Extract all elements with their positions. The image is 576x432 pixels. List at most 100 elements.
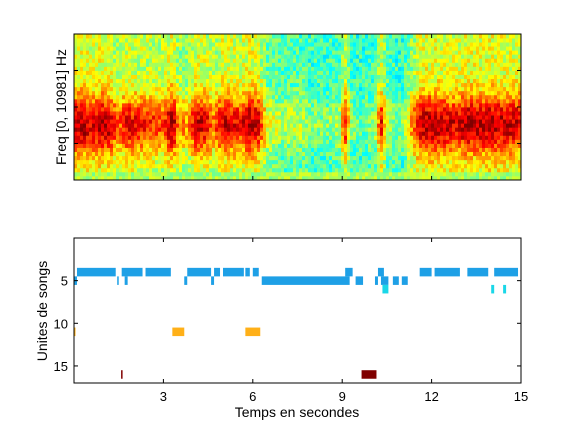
spectrogram-cell bbox=[146, 144, 149, 148]
spectrogram-cell bbox=[458, 75, 461, 79]
spectrogram-cell bbox=[110, 34, 113, 38]
spectrogram-cell bbox=[257, 131, 260, 135]
spectrogram-cell bbox=[158, 71, 161, 75]
spectrogram-cell bbox=[206, 111, 209, 115]
spectrogram-cell bbox=[95, 115, 98, 119]
spectrogram-cell bbox=[134, 99, 137, 103]
spectrogram-cell bbox=[158, 131, 161, 135]
spectrogram-cell bbox=[164, 99, 167, 103]
spectrogram-cell bbox=[203, 71, 206, 75]
spectrogram-cell bbox=[239, 115, 242, 119]
spectrogram-cell bbox=[230, 34, 233, 38]
spectrogram-cell bbox=[173, 71, 176, 75]
spectrogram-cell bbox=[362, 152, 365, 156]
spectrogram-cell bbox=[419, 91, 422, 95]
spectrogram-cell bbox=[407, 83, 410, 87]
spectrogram-cell bbox=[275, 42, 278, 46]
spectrogram-cell bbox=[317, 168, 320, 172]
spectrogram-cell bbox=[119, 58, 122, 62]
spectrogram-cell bbox=[488, 156, 491, 160]
spectrogram-cell bbox=[335, 58, 338, 62]
spectrogram-cell bbox=[275, 91, 278, 95]
spectrogram-cell bbox=[188, 95, 191, 99]
spectrogram-cell bbox=[200, 75, 203, 79]
spectrogram-cell bbox=[230, 66, 233, 70]
spectrogram-cell bbox=[236, 91, 239, 95]
spectrogram-cell bbox=[332, 107, 335, 111]
spectrogram-cell bbox=[233, 131, 236, 135]
spectrogram-cell bbox=[161, 54, 164, 58]
spectrogram-cell bbox=[281, 144, 284, 148]
spectrogram-cell bbox=[305, 103, 308, 107]
spectrogram-cell bbox=[149, 144, 152, 148]
spectrogram-cell bbox=[446, 54, 449, 58]
spectrogram-cell bbox=[86, 111, 89, 115]
spectrogram-cell bbox=[473, 164, 476, 168]
spectrogram-cell bbox=[122, 58, 125, 62]
spectrogram-cell bbox=[104, 54, 107, 58]
spectrogram-cell bbox=[176, 156, 179, 160]
spectrogram-cell bbox=[338, 38, 341, 42]
spectrogram-cell bbox=[266, 38, 269, 42]
spectrogram-cell bbox=[440, 103, 443, 107]
spectrogram-cell bbox=[305, 66, 308, 70]
spectrogram-cell bbox=[467, 152, 470, 156]
spectrogram-cell bbox=[203, 46, 206, 50]
spectrogram-cell bbox=[251, 139, 254, 143]
spectrogram-cell bbox=[254, 123, 257, 127]
spectrogram-cell bbox=[296, 115, 299, 119]
spectrogram-cell bbox=[239, 91, 242, 95]
spectrogram-cell bbox=[347, 95, 350, 99]
spectrogram-cell bbox=[320, 66, 323, 70]
spectrogram-cell bbox=[284, 79, 287, 83]
spectrogram-cell bbox=[368, 160, 371, 164]
spectrogram-cell bbox=[365, 135, 368, 139]
spectrogram-cell bbox=[428, 87, 431, 91]
spectrogram-cell bbox=[119, 119, 122, 123]
spectrogram-cell bbox=[299, 144, 302, 148]
spectrogram-cell bbox=[218, 103, 221, 107]
spectrogram-cell bbox=[188, 160, 191, 164]
spectrogram-cell bbox=[374, 135, 377, 139]
spectrogram-cell bbox=[122, 54, 125, 58]
spectrogram-cell bbox=[401, 42, 404, 46]
spectrogram-cell bbox=[443, 38, 446, 42]
spectrogram-cell bbox=[143, 103, 146, 107]
spectrogram-cell bbox=[77, 160, 80, 164]
spectrogram-cell bbox=[413, 144, 416, 148]
spectrogram-cell bbox=[446, 119, 449, 123]
spectrogram-cell bbox=[395, 50, 398, 54]
spectrogram-cell bbox=[401, 107, 404, 111]
spectrogram-cell bbox=[212, 115, 215, 119]
spectrogram-cell bbox=[134, 131, 137, 135]
spectrogram-cell bbox=[383, 58, 386, 62]
spectrogram-cell bbox=[221, 144, 224, 148]
spectrogram-cell bbox=[221, 91, 224, 95]
spectrogram-cell bbox=[443, 87, 446, 91]
spectrogram-cell bbox=[452, 54, 455, 58]
spectrogram-cell bbox=[428, 79, 431, 83]
spectrogram-cell bbox=[215, 58, 218, 62]
spectrogram-cell bbox=[383, 62, 386, 66]
spectrogram-cell bbox=[191, 111, 194, 115]
spectrogram-cell bbox=[134, 172, 137, 176]
spectrogram-cell bbox=[284, 46, 287, 50]
spectrogram-cell bbox=[335, 62, 338, 66]
spectrogram-cell bbox=[407, 87, 410, 91]
spectrogram-cell bbox=[146, 99, 149, 103]
spectrogram-cell bbox=[101, 62, 104, 66]
spectrogram-cell bbox=[188, 58, 191, 62]
spectrogram-cell bbox=[176, 95, 179, 99]
spectrogram-cell bbox=[452, 95, 455, 99]
spectrogram-cell bbox=[461, 160, 464, 164]
spectrogram-cell bbox=[326, 54, 329, 58]
spectrogram-cell bbox=[167, 168, 170, 172]
spectrogram-cell bbox=[95, 75, 98, 79]
spectrogram-cell bbox=[239, 123, 242, 127]
spectrogram-cell bbox=[173, 62, 176, 66]
spectrogram-cell bbox=[308, 58, 311, 62]
spectrogram-cell bbox=[86, 135, 89, 139]
spectrogram-cell bbox=[443, 115, 446, 119]
spectrogram-cell bbox=[341, 156, 344, 160]
spectrogram-cell bbox=[419, 139, 422, 143]
